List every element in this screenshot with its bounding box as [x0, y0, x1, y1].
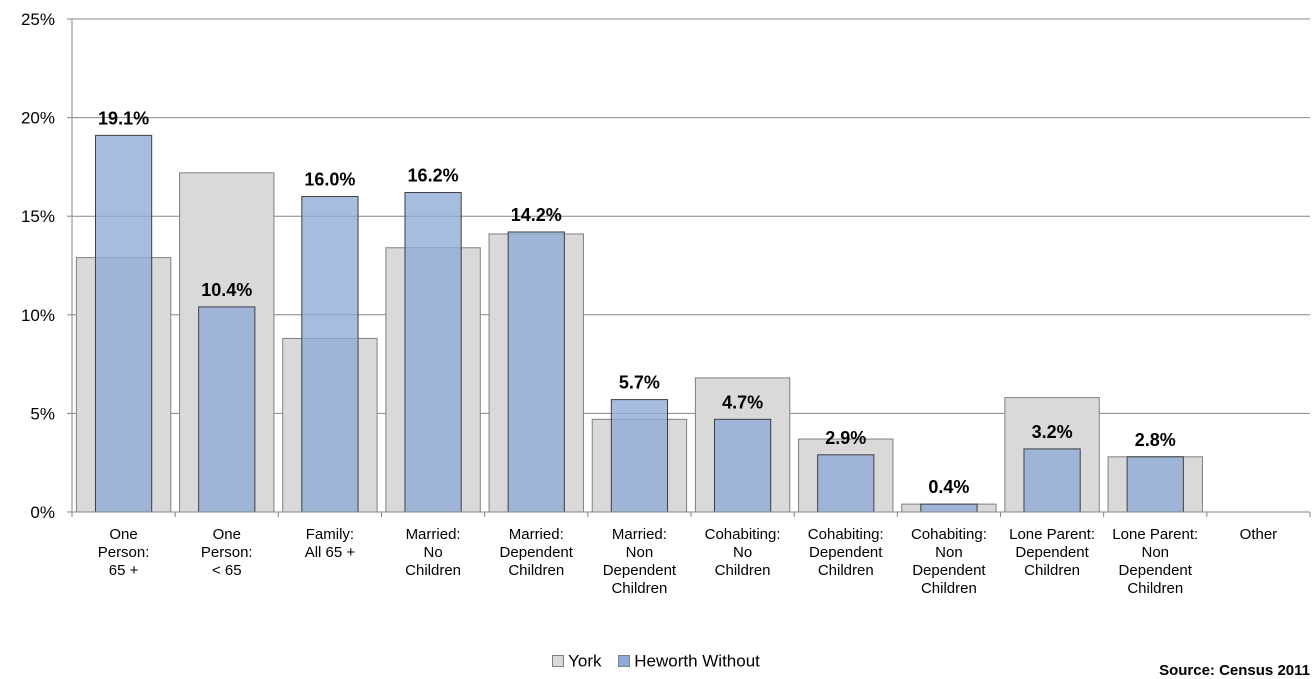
data-label: 16.0%	[304, 169, 355, 189]
y-tick-label: 10%	[21, 306, 55, 325]
x-tick-label: Married: Non Dependent Children	[603, 526, 677, 597]
x-tick-label: Cohabiting: No Children	[705, 526, 781, 579]
bar-heworth	[507, 231, 565, 513]
y-tick-label: 25%	[21, 10, 55, 29]
y-tick-label: 5%	[30, 404, 55, 423]
source-note: Source: Census 2011	[1159, 662, 1310, 679]
bar-heworth	[713, 418, 772, 513]
x-tick-label: One Person: 65 +	[98, 526, 150, 579]
bar-heworth	[817, 454, 875, 513]
data-label: 3.2%	[1032, 422, 1073, 442]
data-label: 10.4%	[201, 280, 252, 300]
bar-heworth	[94, 134, 153, 513]
data-label: 19.1%	[98, 108, 149, 128]
x-tick-label: Cohabiting: Non Dependent Children	[911, 526, 987, 597]
x-tick-label: Lone Parent: Non Dependent Children	[1112, 526, 1198, 597]
bar-heworth	[198, 306, 256, 513]
chart: 0% 5% 10% 15% 20% 25% 19.1% 10.4% 16.0% 16.2% 14.2…	[21, 10, 1311, 597]
data-label: 0.4%	[928, 477, 969, 497]
data-label: 2.9%	[825, 428, 866, 448]
legend-item-heworth: Heworth Without	[618, 651, 760, 672]
data-label: 2.8%	[1135, 430, 1176, 450]
y-tick-label: 0%	[30, 503, 55, 522]
legend-label-heworth: Heworth Without	[634, 651, 760, 671]
y-tick-label: 20%	[21, 109, 55, 128]
data-label: 4.7%	[722, 392, 763, 412]
bar-heworth	[1023, 448, 1081, 513]
x-tick-label: Cohabiting: Dependent Children	[808, 526, 884, 579]
data-label: 14.2%	[511, 205, 562, 225]
data-label: 5.7%	[619, 373, 660, 393]
x-tick-label: One Person: < 65	[201, 526, 253, 579]
legend-item-york: York	[552, 651, 602, 672]
x-tick-label: Lone Parent: Dependent Children	[1009, 526, 1095, 579]
x-tick-label: Married: Dependent Children	[500, 526, 574, 579]
bar-heworth	[920, 503, 978, 513]
legend-swatch-york	[552, 654, 565, 667]
data-label: 16.2%	[408, 166, 459, 186]
legend: York Heworth Without	[0, 651, 1312, 672]
y-tick-label: 15%	[21, 207, 55, 226]
bar-heworth	[610, 399, 669, 513]
x-tick-label: Family: All 65 +	[305, 526, 356, 561]
x-tick-label: Married: No Children	[405, 526, 461, 579]
x-tick-label: Other	[1240, 526, 1278, 543]
bar-heworth	[301, 195, 359, 513]
legend-swatch-heworth	[618, 654, 631, 667]
bar-heworth	[1126, 456, 1184, 513]
legend-label-york: York	[568, 651, 602, 671]
bar-heworth	[404, 192, 462, 513]
